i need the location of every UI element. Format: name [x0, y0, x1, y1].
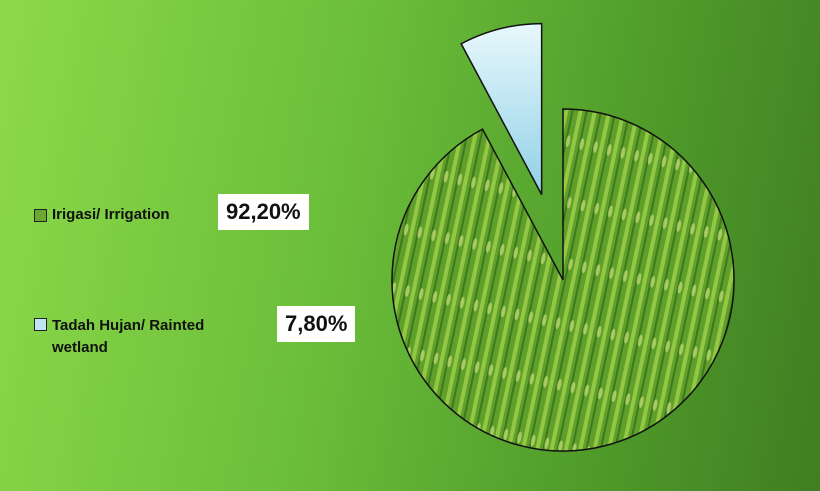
data-label: 92,20% [218, 194, 309, 230]
legend-item: Irigasi/ Irrigation [34, 206, 170, 223]
pie-slice [460, 22, 543, 195]
legend-swatch [34, 209, 47, 222]
pie-slice [391, 108, 735, 452]
legend-swatch [34, 318, 47, 331]
legend-label: Irigasi/ Irrigation [52, 206, 170, 223]
legend-item: Tadah Hujan/ Rainted wetland [34, 315, 264, 359]
legend-label: Tadah Hujan/ Rainted wetland [52, 317, 205, 356]
data-label: 7,80% [277, 306, 356, 342]
